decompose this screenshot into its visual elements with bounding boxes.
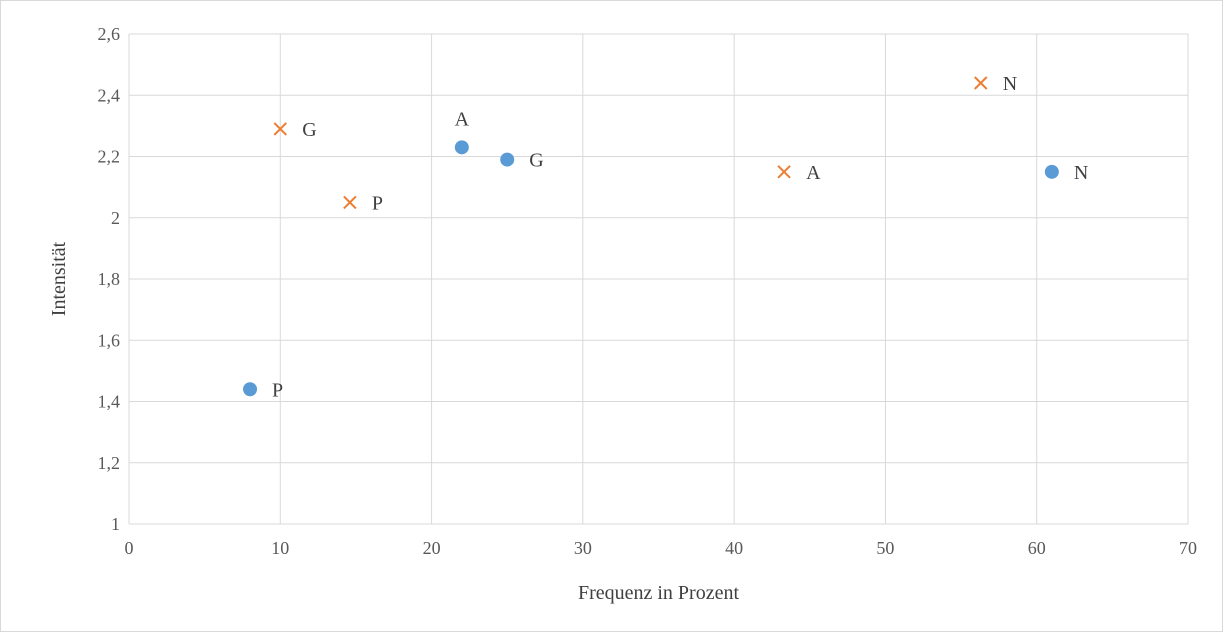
x-tick-label: 50 <box>876 538 894 558</box>
data-label: P <box>272 379 283 401</box>
y-axis-title: Intensität <box>48 241 70 316</box>
data-point-x <box>777 165 791 179</box>
data-point-x <box>273 122 287 136</box>
y-tick-label: 2,6 <box>98 24 121 44</box>
data-point-x-stroke <box>273 122 287 136</box>
data-point-x-stroke <box>777 165 791 179</box>
data-label: N <box>1074 162 1088 184</box>
data-point-circle <box>243 382 258 397</box>
x-tick-label: 70 <box>1179 538 1197 558</box>
data-point-x <box>343 195 357 210</box>
y-tick-label: 1,8 <box>98 269 121 289</box>
x-tick-label: 40 <box>725 538 743 558</box>
data-point-circle <box>1044 164 1059 179</box>
y-tick-label: 1 <box>111 514 120 534</box>
data-label: N <box>1003 73 1017 95</box>
x-tick-label: 60 <box>1028 538 1046 558</box>
y-axis-tick-labels: 1 1,2 1,4 1,6 1,8 2 2,2 2,4 2,6 <box>98 24 121 534</box>
data-point-circle <box>500 152 515 167</box>
data-label: G <box>529 150 543 172</box>
data-point-x-stroke <box>343 195 357 210</box>
y-tick-label: 1,6 <box>98 330 121 350</box>
data-labels: P A G N G P A N <box>272 73 1088 401</box>
y-tick-label: 2,4 <box>98 85 121 105</box>
y-tick-label: 1,2 <box>98 453 121 473</box>
x-axis-title: Frequenz in Prozent <box>578 582 740 604</box>
y-tick-label: 1,4 <box>98 392 121 412</box>
y-tick-label: 2,2 <box>98 147 121 167</box>
data-point-circle <box>454 140 469 155</box>
x-tick-label: 20 <box>423 538 441 558</box>
x-tick-label: 0 <box>125 538 134 558</box>
data-label: A <box>806 162 821 184</box>
x-tick-label: 10 <box>271 538 289 558</box>
data-point-x-stroke <box>974 76 988 90</box>
data-label: A <box>455 108 470 130</box>
x-axis-tick-labels: 0 10 20 30 40 50 60 70 <box>125 538 1198 558</box>
data-label: P <box>372 192 383 214</box>
gridlines <box>128 33 1189 525</box>
data-points <box>243 76 1059 397</box>
x-tick-label: 30 <box>574 538 592 558</box>
data-point-x <box>974 76 988 90</box>
data-label: G <box>302 119 316 141</box>
y-tick-label: 2 <box>111 208 120 228</box>
